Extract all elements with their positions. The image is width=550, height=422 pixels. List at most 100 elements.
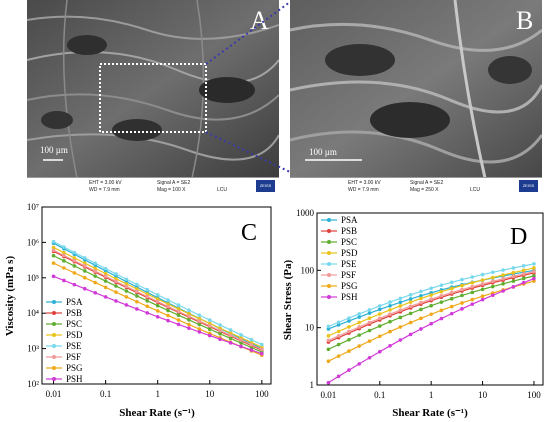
data-point [419,293,423,298]
series-psb [326,271,536,344]
data-point [408,304,413,309]
data-point [470,275,475,279]
legend-item-pse: PSE [46,341,82,351]
svg-text:PSB: PSB [66,308,82,318]
data-point [429,293,433,297]
data-point [408,320,413,325]
sem-image-a: 100 µm A EHT = 3.00 kV WD = 7.9 mm Signa… [27,0,279,195]
data-point [439,293,444,298]
data-point [135,289,139,294]
legend-item-psg: PSG [321,281,358,291]
data-point [176,309,181,314]
y-tick-label: 100 [301,265,315,275]
data-point [470,280,475,285]
data-point [377,304,382,308]
data-point [398,308,403,312]
data-point [336,320,341,325]
data-point [377,312,382,316]
x-tick-label: 1 [155,389,160,399]
scale-label-b: 100 µm [309,147,337,157]
data-point [367,316,372,321]
data-point [124,289,129,293]
data-point [176,313,181,317]
data-point [93,261,98,266]
data-point [114,290,118,294]
data-point [62,245,66,249]
sem-info-bar-a: EHT = 3.00 kV WD = 7.9 mm Signal A = SE2… [27,177,279,195]
data-point [377,349,382,354]
svg-text:PSF: PSF [341,270,356,280]
data-point [103,271,108,276]
sem-texture-a [27,0,279,178]
data-point [367,355,372,360]
svg-text:PSD: PSD [341,248,358,258]
data-point [135,307,139,311]
data-point [145,311,150,315]
series-psh [51,274,264,356]
data-point [388,329,392,334]
legend-item-psg: PSG [46,363,83,373]
series-psh [326,276,536,385]
data-point [377,307,382,312]
data-point [51,239,56,244]
data-point [347,319,351,323]
data-point [429,297,433,301]
data-point [114,272,118,276]
data-point [124,277,129,282]
x-tick-label: 0.01 [321,390,337,400]
data-point [82,286,87,291]
data-point [419,296,423,301]
legend-item-psb: PSB [321,226,357,236]
data-point [470,284,475,289]
data-point [460,283,464,288]
data-point [460,277,464,282]
data-point [62,266,66,270]
data-point [72,264,77,268]
data-point [532,269,536,274]
data-point [51,261,56,265]
data-point [367,308,372,312]
legend-item-psh: PSH [46,374,83,384]
data-point [449,280,454,285]
data-point [336,334,341,338]
data-point [532,266,536,270]
svg-text:PSG: PSG [341,281,358,291]
data-point [490,275,495,280]
data-point [72,258,77,263]
data-point [249,337,254,342]
data-point [114,299,118,303]
data-point [239,338,243,342]
y-axis-label-d: Shear Stress (Pa) [282,260,294,341]
data-point [511,274,516,279]
data-point [218,323,222,327]
svg-text:PSA: PSA [341,215,358,225]
svg-text:PSE: PSE [341,259,357,269]
data-point [82,264,87,268]
data-point [326,347,331,352]
legend-item-psf: PSF [321,270,356,280]
y-tick-label: 10⁴ [27,308,39,318]
data-point [239,333,243,337]
data-point [197,327,202,331]
data-point [490,270,495,275]
data-point [124,282,129,286]
info-mag-b: Mag = 250 X [410,187,439,193]
data-point [480,297,485,302]
x-tick-label: 100 [255,389,269,399]
data-point [145,304,150,309]
data-point [197,330,202,334]
data-point [480,278,485,282]
data-point [145,287,150,292]
legend-item-psa: PSA [46,297,83,307]
data-point [336,329,341,334]
data-point [166,318,170,323]
data-point [347,338,351,342]
data-point [135,299,139,304]
svg-text:PSD: PSD [66,330,83,340]
data-point [367,328,372,333]
sem-image-b: 100 µm B EHT = 3.00 kV WD = 7.9 mm Signa… [290,0,542,195]
data-point [103,295,108,299]
data-point [460,293,464,298]
data-point [357,333,362,337]
series-psd [51,245,264,349]
